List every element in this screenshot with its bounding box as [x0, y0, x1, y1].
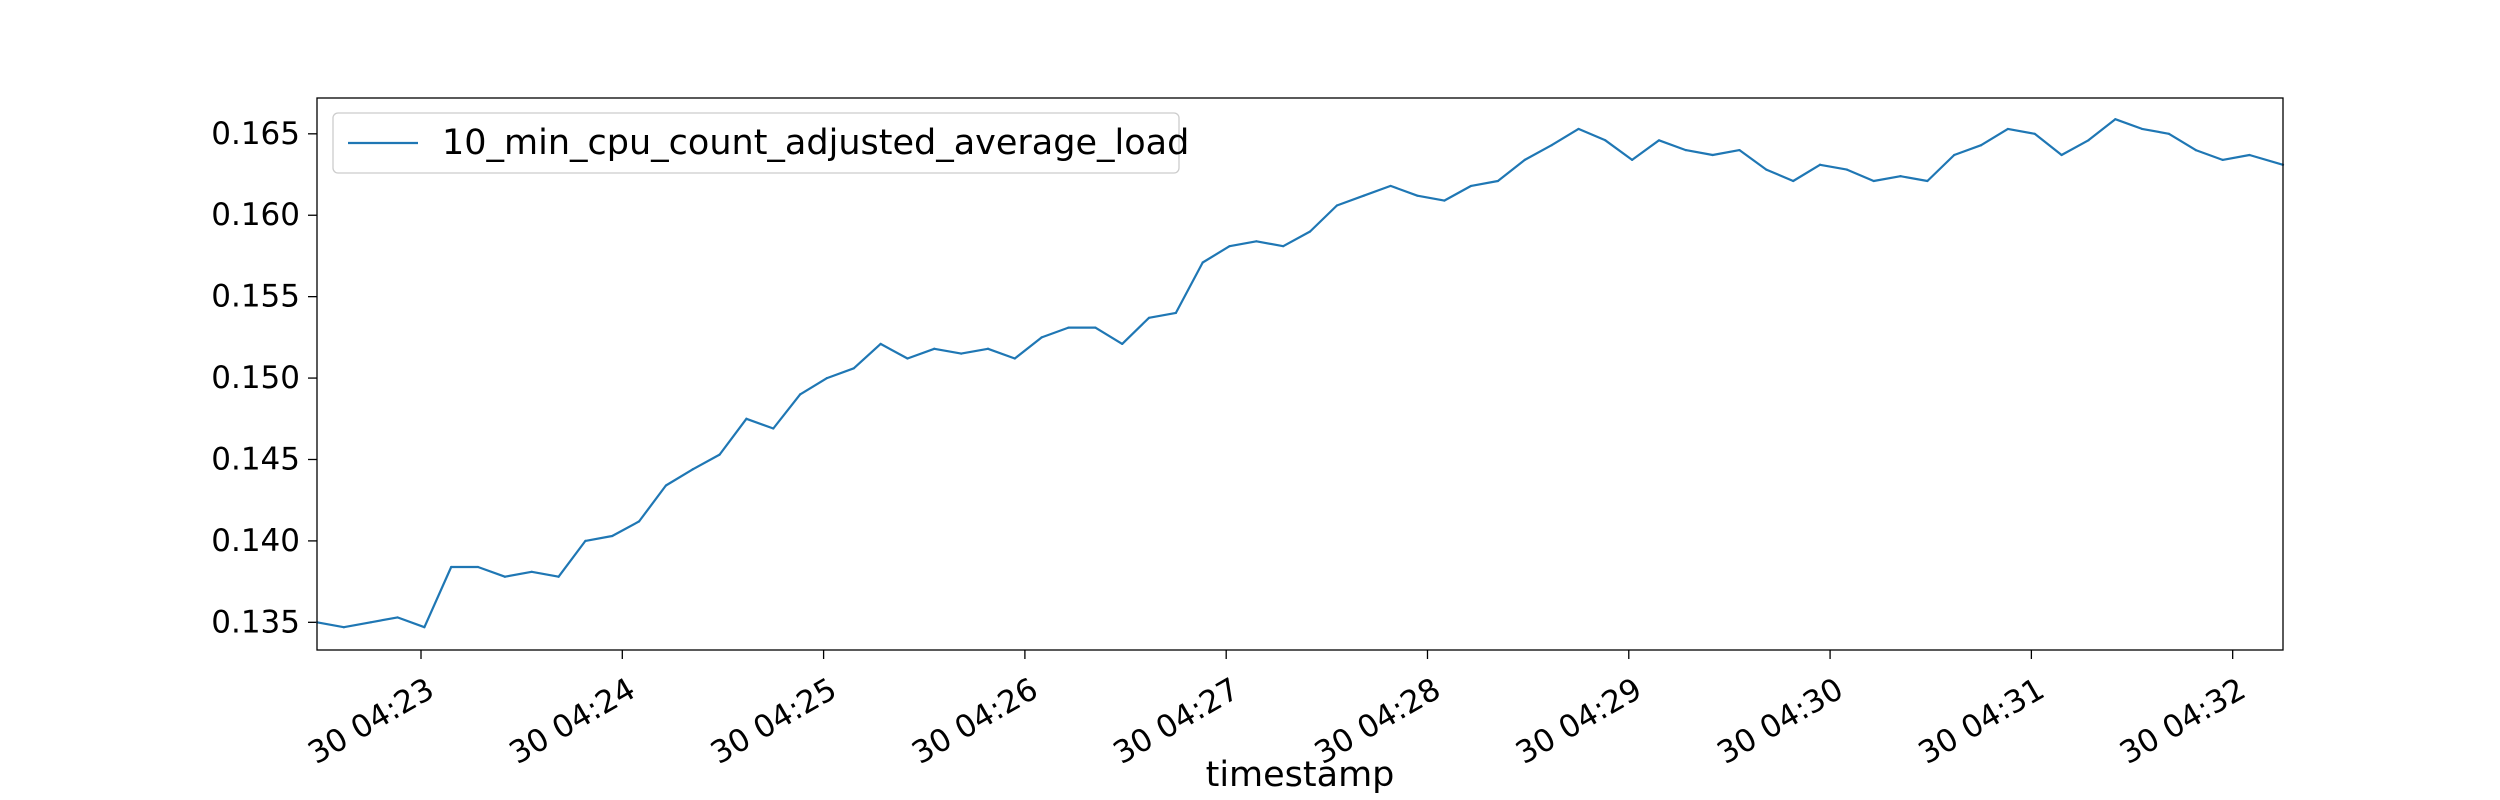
data-point [584, 539, 587, 543]
x-axis-label: timestamp [1206, 755, 1395, 795]
y-tick-label: 0.150 [211, 360, 300, 396]
data-point [2248, 153, 2251, 157]
data-point [369, 621, 372, 624]
data-point [852, 367, 855, 370]
data-point [906, 357, 909, 360]
data-point [1577, 127, 1580, 131]
data-point [1657, 139, 1661, 142]
data-point [611, 534, 614, 538]
data-point [933, 347, 936, 350]
data-point [879, 342, 882, 345]
data-point [825, 376, 829, 380]
data-point [2221, 158, 2224, 161]
data-point [1631, 158, 1634, 161]
data-point [1174, 311, 1177, 315]
data-point [1040, 336, 1043, 339]
data-point [960, 352, 963, 355]
data-point [1147, 316, 1151, 319]
data-point [637, 520, 641, 523]
data-point [1926, 179, 1929, 183]
data-point [718, 453, 721, 456]
series-line [316, 118, 2284, 629]
plot-area [315, 118, 2285, 629]
data-point [1953, 153, 1956, 157]
x-tick-label: 30 04:31 [1913, 671, 2051, 771]
x-tick-label: 30 04:24 [503, 671, 641, 771]
data-point [1738, 149, 1741, 152]
data-point [1872, 179, 1875, 183]
data-point [423, 626, 426, 629]
data-point [1792, 179, 1795, 183]
data-point [1523, 158, 1526, 161]
y-tick-label: 0.135 [211, 604, 300, 640]
axes-frame [316, 97, 2284, 651]
data-point [1255, 240, 1258, 243]
data-point [2006, 127, 2009, 131]
x-tick-label: 30 04:25 [705, 671, 843, 771]
data-point [2194, 149, 2197, 152]
data-point [772, 427, 775, 430]
data-point [450, 565, 453, 569]
data-point [1013, 357, 1016, 360]
y-tick-label: 0.165 [211, 116, 300, 152]
data-point [1282, 245, 1285, 248]
data-point [1389, 184, 1392, 188]
y-tick-label: 0.145 [211, 441, 300, 477]
data-point [1899, 175, 1902, 178]
data-point [1362, 194, 1365, 197]
data-point [1550, 144, 1553, 147]
data-point [2114, 118, 2117, 121]
data-point [1684, 149, 1687, 152]
x-tick-label: 30 04:29 [1510, 671, 1648, 771]
data-point [1818, 163, 1822, 166]
data-point [476, 565, 480, 569]
y-tick-label: 0.155 [211, 279, 300, 315]
data-point [503, 575, 506, 578]
y-axis-ticks: 0.135 0.140 0.145 0.150 0.155 0.160 0.165 [211, 116, 317, 640]
data-point [2140, 127, 2144, 131]
data-point [1067, 326, 1070, 329]
data-point [1121, 342, 1124, 345]
x-tick-label: 30 04:26 [906, 671, 1044, 771]
data-point [1496, 179, 1500, 183]
data-point [2033, 132, 2036, 135]
data-point [557, 575, 560, 578]
data-point [2060, 153, 2063, 157]
data-point [1711, 153, 1714, 157]
data-point [1335, 204, 1339, 207]
legend-box [332, 112, 1180, 174]
data-point [2087, 139, 2090, 142]
data-point [745, 417, 748, 420]
x-tick-label: 30 04:23 [302, 671, 440, 771]
data-point [1094, 326, 1097, 329]
data-point [396, 616, 399, 619]
data-point [986, 347, 990, 350]
data-point [530, 570, 533, 573]
y-tick-label: 0.160 [211, 197, 300, 233]
y-tick-label: 0.140 [211, 523, 300, 559]
data-point [1604, 139, 1607, 142]
data-point [1308, 230, 1312, 233]
x-axis-ticks: 30 04:23 30 04:24 30 04:25 30 04:26 30 04:27… [302, 650, 2252, 772]
x-tick-label: 30 04:30 [1711, 671, 1849, 771]
data-point [1765, 168, 1768, 171]
data-point [1845, 168, 1848, 171]
data-point [691, 468, 694, 471]
x-tick-label: 30 04:32 [2114, 671, 2252, 771]
legend-entry-label: 10_min_cpu_count_adjusted_average_load [442, 123, 1189, 163]
data-point [1443, 199, 1446, 202]
legend: 10_min_cpu_count_adjusted_average_load [332, 112, 1189, 174]
data-point [342, 626, 345, 629]
data-point [664, 484, 668, 487]
data-point [1416, 194, 1419, 197]
data-point [1470, 184, 1473, 188]
data-point [1228, 245, 1231, 248]
data-point [799, 393, 802, 396]
data-point [1201, 261, 1204, 264]
data-point [1979, 144, 1983, 147]
data-point [2167, 132, 2171, 135]
